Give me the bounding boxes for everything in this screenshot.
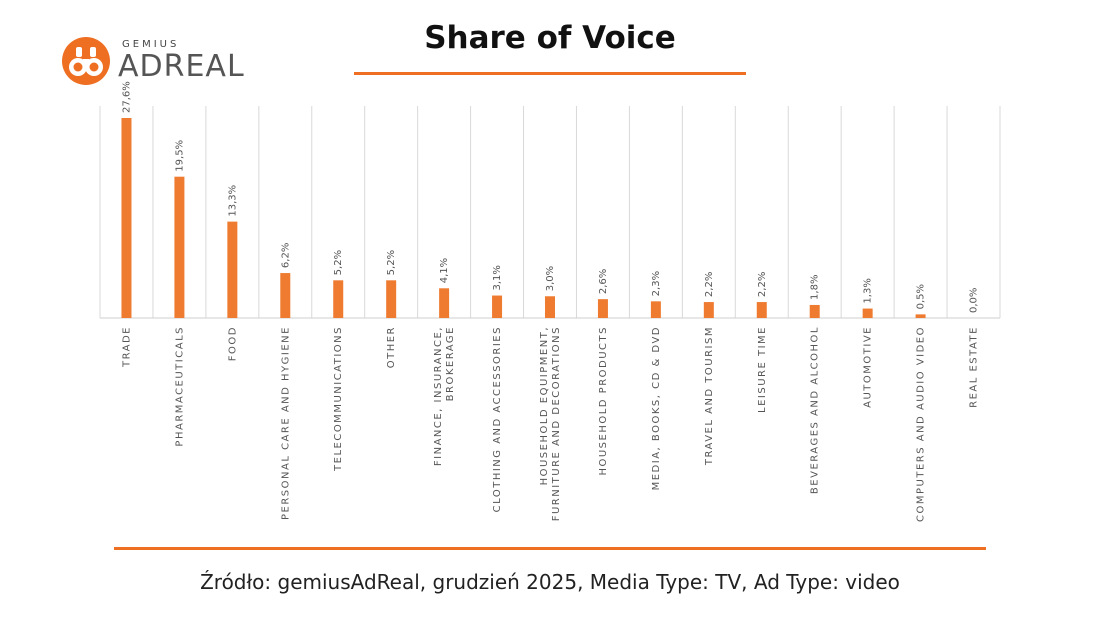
bar [386, 280, 397, 318]
category-label: MEDIA, BOOKS, CD & DVD [651, 326, 662, 490]
data-label: 1,8% [810, 275, 821, 300]
category-label: OTHER [386, 326, 397, 368]
data-label: 3,0% [545, 266, 556, 291]
data-label: 4,1% [439, 258, 450, 283]
data-label: 13,3% [227, 185, 238, 217]
share-of-voice-chart: 27,6% TRADE 19,5% PHARMACEUTICALS 13,3% FOOD 6… [99, 81, 1001, 522]
category-label: AUTOMOTIVE [863, 326, 874, 408]
category-label: PHARMACEUTICALS [174, 326, 185, 447]
bar [756, 302, 767, 318]
category-label: HOUSEHOLD PRODUCTS [598, 326, 609, 476]
bar [439, 288, 450, 318]
data-label: 1,3% [863, 278, 874, 303]
category-label: CLOTHING AND ACCESSORIES [492, 326, 503, 512]
category-label: HOUSEHOLD EQUIPMENT, [539, 326, 550, 485]
bar [492, 295, 503, 318]
category-label: LEISURE TIME [757, 326, 768, 413]
category-label: TRAVEL AND TOURISM [704, 326, 715, 466]
title-underline [354, 72, 746, 75]
category-label: COMPUTERS AND AUDIO VIDEO [916, 326, 927, 522]
bar [227, 221, 238, 318]
category-label: FOOD [227, 326, 238, 361]
bar [174, 176, 185, 318]
footer-divider [114, 547, 986, 550]
data-label: 3,1% [492, 265, 503, 290]
source-note: Źródło: gemiusAdReal, grudzień 2025, Med… [200, 570, 900, 594]
data-label: 2,6% [598, 269, 609, 294]
brand-logo: GEMIUS ADREAL [62, 35, 252, 91]
category-label: TELECOMMUNICATIONS [333, 326, 344, 472]
bar [333, 280, 344, 318]
data-label: 19,5% [174, 140, 185, 172]
bar [280, 273, 291, 318]
data-label: 0,5% [916, 284, 927, 309]
data-label: 2,2% [757, 272, 768, 297]
data-label: 6,2% [280, 243, 291, 268]
brand-name: ADREAL [118, 49, 245, 84]
data-label: 5,2% [386, 250, 397, 275]
data-label: 27,6% [121, 81, 132, 113]
data-label: 2,3% [651, 271, 662, 296]
bar [915, 314, 926, 318]
data-label: 0,0% [969, 288, 980, 313]
data-label: 2,2% [704, 272, 715, 297]
brand-top-text: GEMIUS [122, 39, 180, 50]
category-label: FINANCE, INSURANCE, [433, 326, 444, 466]
category-label: TRADE [121, 326, 132, 368]
page-title: Share of Voice [424, 20, 676, 56]
bar [862, 308, 873, 318]
bar [703, 302, 714, 318]
category-label: PERSONAL CARE AND HYGIENE [280, 326, 291, 520]
bar [545, 296, 555, 318]
bar [597, 299, 608, 318]
bar [121, 118, 132, 318]
category-label: FURNITURE AND DECORATIONS [551, 326, 562, 521]
bar [650, 301, 661, 318]
bar [809, 304, 820, 318]
binoculars-icon [62, 37, 110, 85]
category-label: BROKERAGE [445, 326, 456, 401]
data-label: 5,2% [333, 250, 344, 275]
category-label: BEVERAGES AND ALCOHOL [810, 326, 821, 494]
category-label: REAL ESTATE [969, 326, 980, 408]
